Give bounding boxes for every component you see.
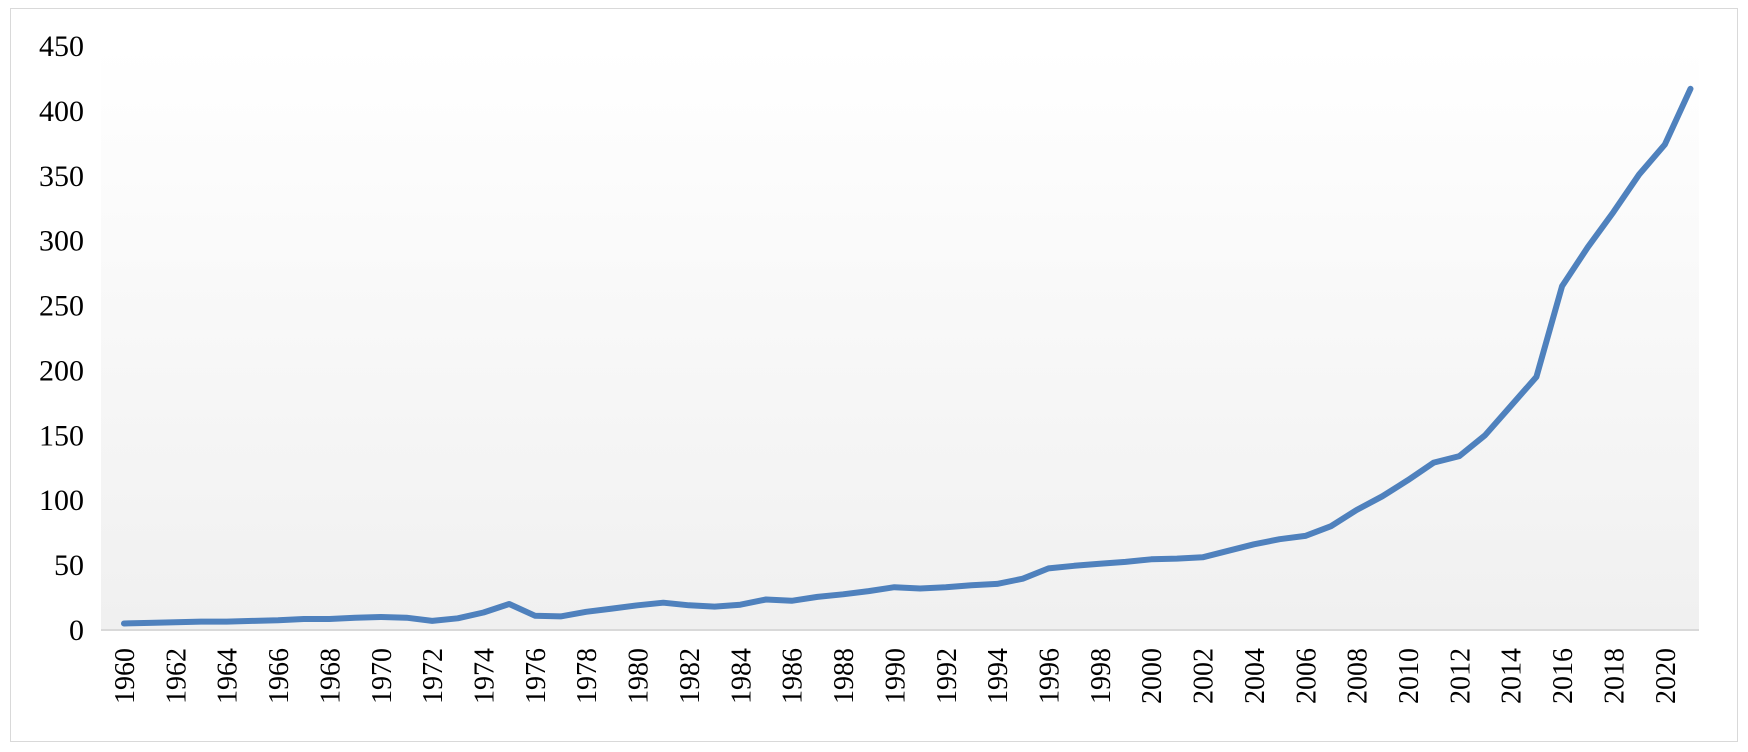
- x-tick-label: 1992: [932, 648, 963, 704]
- x-axis: 1960 1962 1964 1966 1968 1970 1972 1974 1976 1978…: [110, 648, 1682, 704]
- x-tick-label: 1970: [367, 648, 398, 704]
- y-tick-label: 100: [39, 484, 84, 517]
- y-tick-label: 0: [69, 614, 84, 647]
- y-tick-label: 150: [39, 419, 84, 452]
- y-tick-label: 50: [54, 549, 84, 582]
- x-tick-label: 1986: [778, 648, 809, 704]
- x-tick-label: 1962: [161, 648, 192, 704]
- x-tick-label: 1988: [829, 648, 860, 704]
- x-tick-label: 1990: [880, 648, 911, 704]
- x-tick-label: 1974: [470, 648, 501, 704]
- x-tick-label: 2014: [1497, 648, 1528, 704]
- x-tick-label: 2018: [1599, 648, 1630, 704]
- x-tick-label: 1994: [983, 648, 1014, 704]
- x-tick-label: 1980: [624, 648, 655, 704]
- y-tick-label: 400: [39, 95, 84, 128]
- y-tick-label: 200: [39, 354, 84, 387]
- x-tick-label: 1964: [213, 648, 244, 704]
- series-line: [121, 85, 1694, 627]
- y-tick-label: 450: [39, 30, 84, 63]
- x-tick-label: 1978: [572, 648, 603, 704]
- x-tick-label: 2010: [1394, 648, 1425, 704]
- x-tick-label: 2016: [1548, 648, 1579, 704]
- y-axis: 0 50 100 150 200 250 300 350 400 450: [39, 30, 84, 647]
- x-tick-label: 2004: [1240, 648, 1271, 704]
- x-tick-label: 1984: [726, 648, 757, 704]
- x-tick-label: 2000: [1137, 648, 1168, 704]
- x-tick-label: 2006: [1291, 648, 1322, 704]
- x-tick-label: 2008: [1343, 648, 1374, 704]
- x-tick-label: 1996: [1034, 648, 1065, 704]
- y-tick-label: 250: [39, 290, 84, 323]
- x-tick-label: 1998: [1086, 648, 1117, 704]
- series-group: [121, 85, 1694, 627]
- x-tick-label: 1976: [521, 648, 552, 704]
- y-tick-label: 350: [39, 160, 84, 193]
- x-tick-label: 2002: [1189, 648, 1220, 704]
- x-tick-label: 1968: [315, 648, 346, 704]
- x-tick-label: 1972: [418, 648, 449, 704]
- x-tick-label: 2020: [1651, 648, 1682, 704]
- x-tick-label: 2012: [1445, 648, 1476, 704]
- x-tick-label: 1982: [675, 648, 706, 704]
- x-tick-label: 1966: [264, 648, 295, 704]
- y-tick-label: 300: [39, 225, 84, 258]
- x-tick-label: 1960: [110, 648, 141, 704]
- plot-area: [101, 46, 1699, 630]
